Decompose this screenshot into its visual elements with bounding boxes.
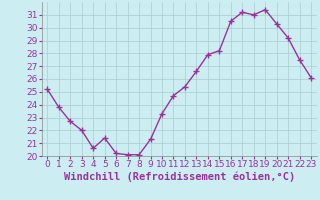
X-axis label: Windchill (Refroidissement éolien,°C): Windchill (Refroidissement éolien,°C) bbox=[64, 172, 295, 182]
